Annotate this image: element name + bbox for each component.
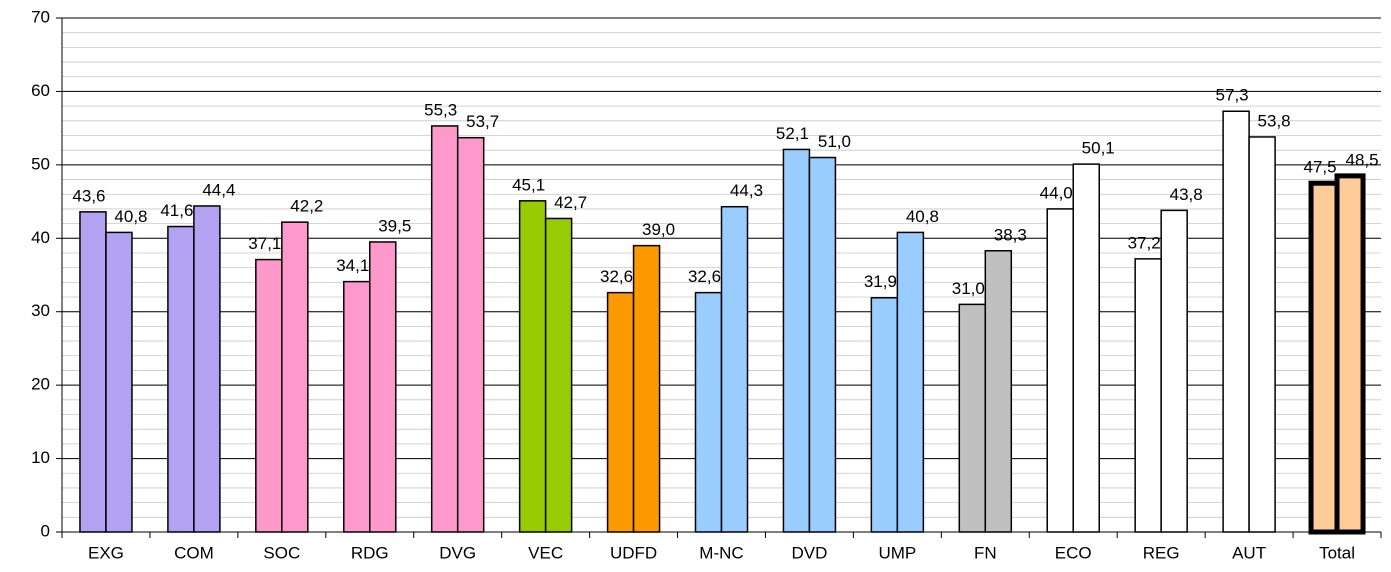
bar: [808, 156, 837, 533]
bar: [1334, 173, 1366, 535]
data-label: 44,4: [202, 180, 235, 199]
y-tick-label: 30: [31, 301, 50, 320]
data-label: 39,0: [642, 220, 675, 239]
bar: [782, 148, 811, 533]
x-tick-label: VEC: [528, 543, 563, 562]
data-label: 44,3: [730, 181, 763, 200]
bar: [1248, 136, 1276, 533]
bar: [870, 297, 899, 533]
y-tick-label: 60: [31, 81, 50, 100]
bar: [343, 280, 371, 533]
data-label: 42,7: [554, 193, 587, 212]
bar: [105, 231, 133, 533]
bar: [720, 205, 749, 533]
bar: [1222, 110, 1250, 533]
bar: [544, 217, 573, 533]
bar: [255, 258, 283, 533]
x-tick-label: REG: [1143, 543, 1180, 562]
data-label: 44,0: [1040, 183, 1073, 202]
bar: [456, 136, 485, 533]
bar: [984, 250, 1013, 533]
data-label: 42,2: [290, 197, 323, 216]
data-label: 43,6: [72, 186, 105, 205]
data-label: 51,0: [818, 132, 851, 151]
bar: [518, 200, 547, 533]
bar: [430, 125, 459, 533]
bar: [694, 291, 723, 533]
bar: [193, 205, 221, 533]
bar: [896, 231, 925, 533]
data-label: 47,5: [1303, 158, 1336, 177]
data-label: 41,6: [160, 201, 193, 220]
bar: [1308, 180, 1340, 535]
x-tick-label: DVG: [439, 543, 476, 562]
x-tick-label: AUT: [1232, 543, 1266, 562]
data-label: 39,5: [378, 216, 411, 235]
y-tick-label: 70: [31, 7, 50, 26]
data-label: 40,8: [114, 207, 147, 226]
bar: [1160, 209, 1188, 533]
x-tick-label: COM: [174, 543, 214, 562]
x-tick-label: FN: [974, 543, 997, 562]
bar: [606, 291, 635, 533]
data-label: 37,1: [248, 234, 281, 253]
x-tick-label: SOC: [263, 543, 300, 562]
data-label: 45,1: [512, 175, 545, 194]
x-tick-label: UDFD: [610, 543, 657, 562]
bar: [167, 225, 195, 533]
y-tick-label: 50: [31, 154, 50, 173]
data-label: 48,5: [1345, 150, 1378, 169]
data-label: 37,2: [1128, 233, 1161, 252]
y-tick-label: 20: [31, 375, 50, 394]
x-tick-label: ECO: [1055, 543, 1092, 562]
y-tick-label: 40: [31, 228, 50, 247]
data-label: 34,1: [336, 256, 369, 275]
data-label: 38,3: [994, 225, 1027, 244]
data-label: 31,9: [864, 272, 897, 291]
bar: [958, 303, 987, 533]
y-tick-label: 0: [41, 521, 50, 540]
x-tick-label: UMP: [878, 543, 916, 562]
data-label: 32,6: [600, 267, 633, 286]
data-label: 53,7: [466, 112, 499, 131]
data-label: 31,0: [952, 279, 985, 298]
data-label: 40,8: [906, 207, 939, 226]
data-label: 55,3: [424, 100, 457, 119]
bar: [79, 211, 107, 533]
bar: [1134, 258, 1162, 533]
bar: [1072, 163, 1100, 533]
bar: [632, 244, 661, 533]
data-label: 57,3: [1216, 86, 1249, 105]
bar: [1046, 208, 1074, 533]
x-tick-label: DVD: [791, 543, 827, 562]
y-tick-label: 10: [31, 448, 50, 467]
data-label: 52,1: [776, 124, 809, 143]
data-label: 32,6: [688, 267, 721, 286]
data-label: 50,1: [1082, 139, 1115, 158]
x-tick-label: M-NC: [699, 543, 743, 562]
data-label: 43,8: [1170, 185, 1203, 204]
bar: [281, 221, 309, 533]
bar: [369, 241, 397, 533]
x-tick-label: EXG: [88, 543, 124, 562]
data-label: 53,8: [1258, 111, 1291, 130]
x-tick-label: Total: [1319, 543, 1355, 562]
x-tick-label: RDG: [351, 543, 389, 562]
